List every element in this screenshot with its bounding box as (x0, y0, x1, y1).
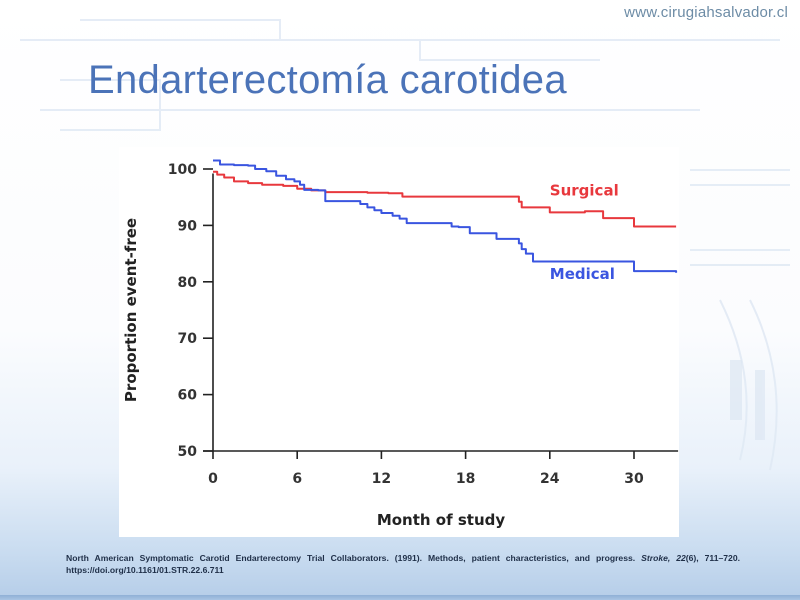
x-tick-label: 12 (372, 471, 391, 487)
y-tick-label: 50 (178, 444, 198, 460)
x-tick-label: 18 (456, 471, 475, 487)
x-tick-label: 24 (540, 471, 560, 487)
x-axis-label: Month of study (377, 511, 506, 529)
x-tick-label: 0 (208, 471, 218, 487)
axes: 50 60 70 80 90 100 0 6 12 18 24 30 (168, 162, 679, 487)
chart-panel: 50 60 70 80 90 100 0 6 12 18 24 30 Proportion event… (119, 147, 679, 537)
y-axis-label: Proportion event-free (122, 218, 140, 402)
series-labels: Surgical Medical (550, 182, 619, 283)
x-tick-label: 6 (292, 471, 302, 487)
citation-issue-pages: (6), 711–720. https://doi.org/10.1161/01… (66, 553, 740, 575)
kaplan-meier-chart: 50 60 70 80 90 100 0 6 12 18 24 30 Proportion event… (122, 159, 679, 529)
series-label-medical: Medical (550, 265, 615, 283)
site-url: www.cirugiahsalvador.cl (624, 4, 788, 21)
y-tick-label: 80 (178, 275, 198, 291)
y-tick-label: 90 (178, 218, 198, 234)
y-tick-label: 70 (178, 331, 198, 347)
series-layer (213, 159, 678, 273)
series-line-medical (213, 159, 678, 273)
x-tick-label: 30 (624, 471, 644, 487)
bottom-rule (0, 595, 800, 600)
y-tick-label: 100 (168, 162, 197, 178)
citation-authors: North American Symptomatic Carotid Endar… (66, 553, 642, 563)
slide-title: Endarterectomía carotidea (88, 58, 567, 102)
series-line-surgical (213, 170, 677, 228)
y-tick-label: 60 (178, 388, 198, 404)
citation-journal: Stroke, 22 (641, 553, 686, 563)
citation: North American Symptomatic Carotid Endar… (66, 552, 740, 576)
series-label-surgical: Surgical (550, 182, 619, 200)
